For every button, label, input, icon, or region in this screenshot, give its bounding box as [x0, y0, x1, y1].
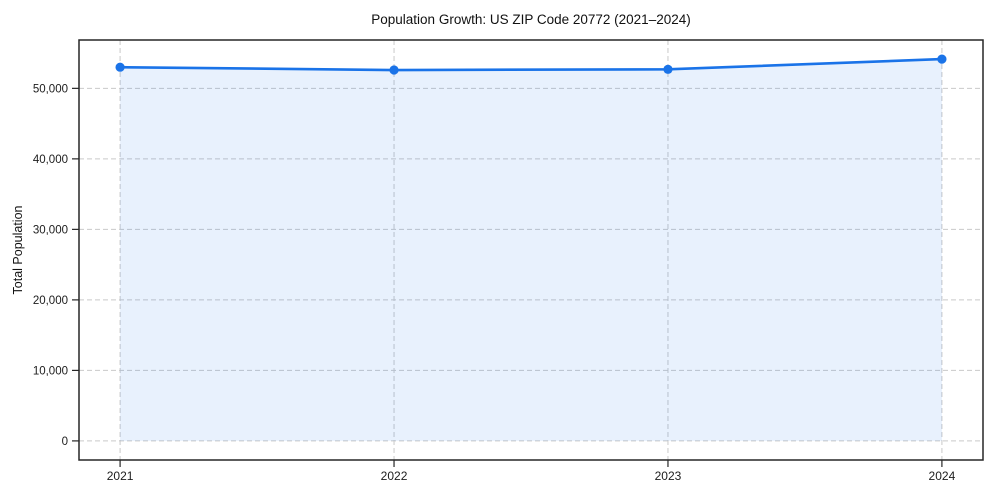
data-point — [663, 64, 673, 74]
y-tick-label: 0 — [62, 436, 68, 448]
y-tick-label: 50,000 — [33, 83, 68, 95]
x-tick-label: 2022 — [381, 469, 408, 483]
data-point — [937, 54, 947, 64]
data-point — [389, 65, 399, 75]
y-tick-label: 20,000 — [33, 295, 68, 307]
x-tick-label: 2023 — [655, 469, 682, 483]
area-fill — [120, 59, 942, 441]
y-tick-label: 10,000 — [33, 365, 68, 377]
data-point — [115, 62, 125, 72]
chart-title: Population Growth: US ZIP Code 20772 (20… — [371, 12, 691, 27]
y-tick-label: 40,000 — [33, 154, 68, 166]
x-tick-label: 2024 — [929, 469, 956, 483]
x-tick-label: 2021 — [107, 469, 134, 483]
trend-line — [118, 57, 944, 72]
axes-spine — [78, 39, 984, 461]
y-tick-label: 30,000 — [33, 224, 68, 236]
